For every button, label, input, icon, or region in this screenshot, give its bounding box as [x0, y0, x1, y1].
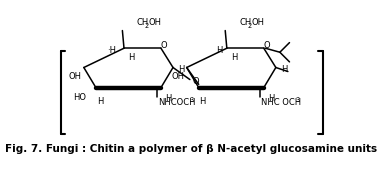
Text: H: H [268, 94, 274, 103]
Text: NHCOCH: NHCOCH [159, 98, 196, 107]
Text: ·H: ·H [107, 46, 116, 55]
Text: 2: 2 [248, 23, 252, 29]
Text: OH: OH [171, 71, 184, 80]
Text: O: O [264, 40, 270, 50]
Text: OH: OH [149, 18, 162, 27]
Text: H: H [165, 94, 171, 103]
Text: 2: 2 [145, 23, 149, 29]
Text: H: H [128, 53, 134, 62]
Text: 3: 3 [295, 97, 299, 104]
Text: OH: OH [69, 71, 82, 80]
Text: H: H [216, 46, 223, 55]
Text: H: H [231, 53, 237, 62]
Text: O: O [192, 77, 199, 86]
Text: O: O [161, 40, 167, 50]
Text: 3: 3 [189, 97, 193, 104]
Text: H: H [281, 65, 287, 74]
Text: NHC OCH: NHC OCH [261, 98, 301, 107]
Text: Fig. 7. Fungi : Chitin a polymer of β N-acetyl glucosamine units: Fig. 7. Fungi : Chitin a polymer of β N-… [5, 144, 378, 154]
Text: H: H [97, 97, 103, 106]
Text: CH: CH [137, 18, 149, 27]
Text: CH: CH [240, 18, 252, 27]
Text: H: H [200, 97, 206, 106]
Text: OH: OH [252, 18, 265, 27]
Text: H: H [178, 65, 184, 74]
Text: HO: HO [73, 93, 86, 102]
